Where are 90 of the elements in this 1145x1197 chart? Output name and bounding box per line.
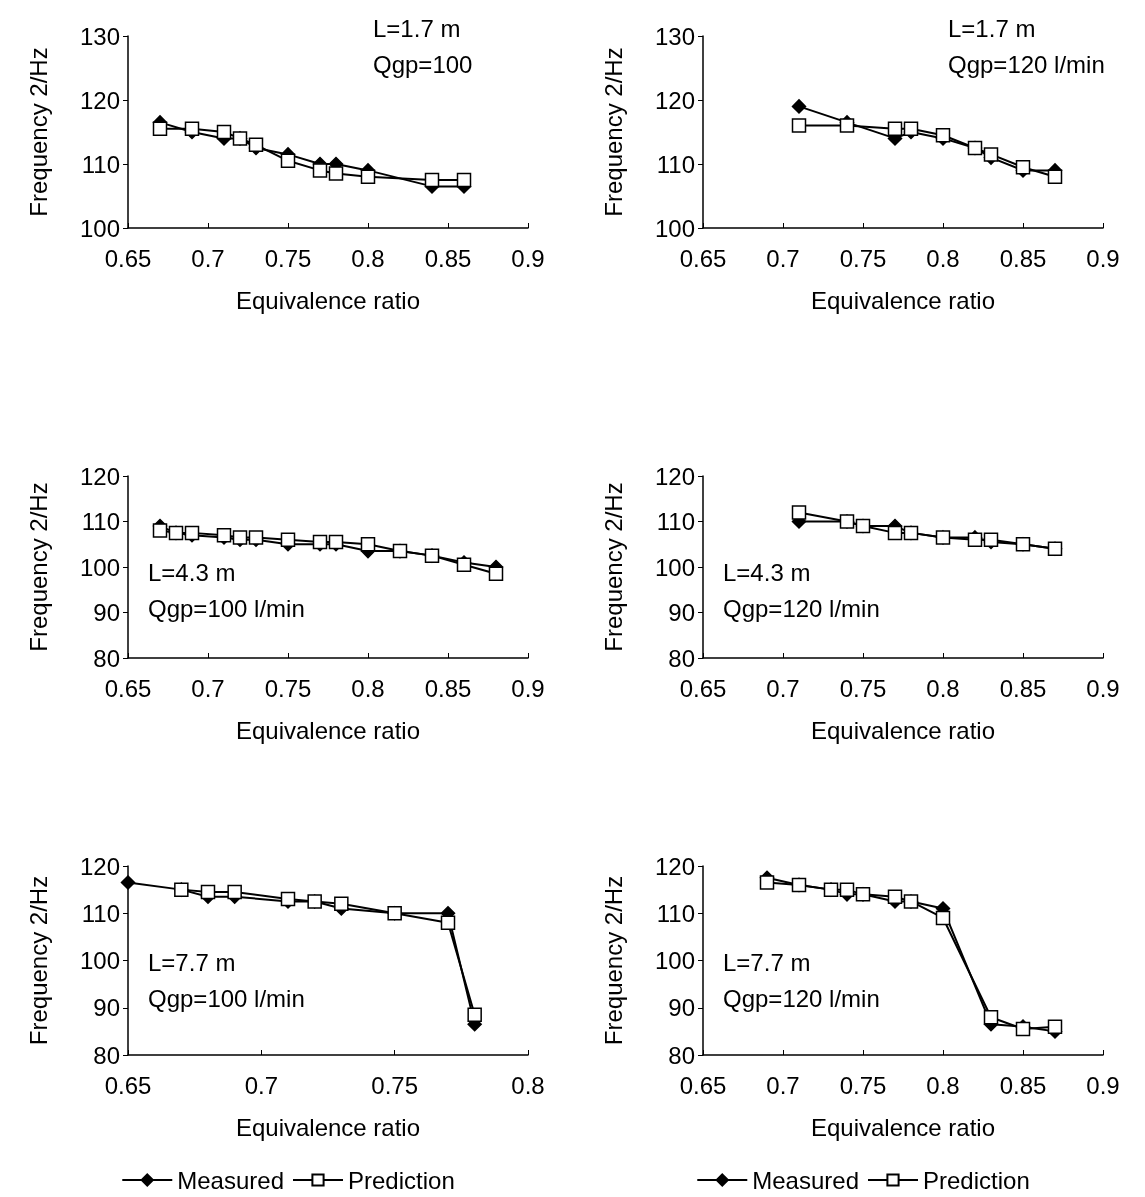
x-tick-label: 0.75 — [264, 244, 312, 272]
y-tick-label: 120 — [79, 462, 120, 490]
annotation: Qgp=120 l/min — [948, 50, 1105, 78]
y-axis-title: Frequency 2/Hz — [24, 875, 52, 1046]
y-tick-label: 110 — [656, 150, 695, 178]
annotation: L=7.7 m — [723, 948, 811, 976]
y-axis-title: Frequency 2/Hz — [599, 482, 627, 652]
x-tick-label: 0.7 — [191, 674, 225, 702]
annotation: Qgp=120 l/min — [723, 594, 880, 622]
y-axis-title: Frequency 2/Hz — [24, 482, 52, 652]
y-tick-label: 90 — [93, 994, 120, 1022]
y-tick-label: 110 — [81, 150, 120, 178]
x-tick-label: 0.65 — [679, 674, 727, 702]
y-tick-label: 120 — [654, 852, 695, 880]
y-tick-label: 100 — [654, 947, 695, 974]
x-tick-label: 0.75 — [264, 674, 312, 702]
x-tick-label: 0.75 — [371, 1071, 419, 1099]
y-tick-label: 100 — [654, 214, 695, 242]
y-tick-label: 90 — [668, 599, 695, 626]
annotation: L=7.7 m — [148, 948, 236, 976]
x-tick-label: 0.85 — [424, 244, 472, 272]
y-tick-label: 80 — [668, 1041, 695, 1069]
x-axis-title: Equivalence ratio — [810, 716, 996, 744]
x-tick-label: 0.7 — [244, 1071, 279, 1099]
x-tick-label: 0.7 — [766, 674, 800, 702]
y-tick-label: 90 — [668, 994, 695, 1022]
x-tick-label: 0.9 — [1086, 674, 1120, 702]
x-tick-label: 0.7 — [766, 1071, 800, 1099]
x-tick-label: 0.8 — [351, 674, 385, 702]
y-tick-label: 80 — [668, 644, 695, 672]
x-tick-label: 0.7 — [766, 244, 800, 272]
y-axis-title: Frequency 2/Hz — [599, 47, 627, 217]
annotation: L=1.7 m — [373, 14, 461, 42]
legend-label: Prediction — [348, 1166, 455, 1194]
y-tick-label: 120 — [79, 852, 120, 880]
y-tick-label: 120 — [654, 462, 695, 490]
y-tick-label: 90 — [93, 599, 120, 626]
x-axis-title: Equivalence ratio — [810, 286, 996, 314]
y-tick-label: 110 — [81, 508, 120, 535]
x-tick-label: 0.8 — [926, 1071, 960, 1099]
y-tick-label: 110 — [81, 899, 120, 927]
x-tick-label: 0.65 — [679, 1071, 727, 1099]
annotation: Qgp=100 l/min — [148, 984, 305, 1012]
annotation: L=1.7 m — [948, 14, 1036, 42]
x-tick-label: 0.85 — [424, 674, 472, 702]
x-tick-label: 0.8 — [926, 244, 960, 272]
x-tick-label: 0.85 — [999, 1071, 1047, 1099]
x-axis-title: Equivalence ratio — [235, 286, 421, 314]
annotation: Qgp=120 l/min — [723, 984, 880, 1012]
y-tick-label: 80 — [93, 1041, 120, 1069]
x-axis-title: Equivalence ratio — [235, 1113, 421, 1141]
y-tick-label: 100 — [79, 947, 120, 974]
x-tick-label: 0.9 — [1086, 1071, 1120, 1099]
x-tick-label: 0.8 — [926, 674, 960, 702]
x-tick-label: 0.9 — [1086, 244, 1120, 272]
x-tick-label: 0.75 — [839, 1071, 887, 1099]
x-tick-label: 0.65 — [679, 244, 727, 272]
y-tick-label: 110 — [656, 899, 695, 927]
y-tick-label: 120 — [79, 86, 120, 114]
x-tick-label: 0.9 — [511, 674, 545, 702]
y-tick-label: 130 — [654, 22, 695, 50]
x-tick-label: 0.8 — [511, 1071, 545, 1099]
x-tick-label: 0.75 — [839, 674, 887, 702]
y-tick-label: 120 — [654, 86, 695, 114]
annotation: L=4.3 m — [723, 558, 811, 586]
legend-label: Measured — [752, 1166, 860, 1194]
y-tick-label: 130 — [79, 22, 120, 50]
y-axis-title: Frequency 2/Hz — [599, 875, 627, 1046]
x-axis-title: Equivalence ratio — [810, 1113, 996, 1141]
x-tick-label: 0.85 — [999, 244, 1047, 272]
annotation: Qgp=100 l/min — [148, 594, 305, 622]
y-tick-label: 110 — [656, 508, 695, 535]
x-tick-label: 0.9 — [511, 244, 545, 272]
x-tick-label: 0.7 — [191, 244, 225, 272]
x-tick-label: 0.65 — [104, 674, 152, 702]
annotation: L=4.3 m — [148, 558, 236, 586]
legend-label: Prediction — [923, 1166, 1030, 1194]
y-tick-label: 80 — [93, 644, 120, 672]
y-tick-label: 100 — [79, 553, 120, 581]
y-tick-label: 100 — [79, 214, 120, 242]
annotation: Qgp=100 — [373, 50, 473, 78]
legend-label: Measured — [177, 1166, 285, 1194]
x-tick-label: 0.65 — [104, 1071, 152, 1099]
y-axis-title: Frequency 2/Hz — [24, 47, 52, 217]
x-axis-title: Equivalence ratio — [235, 716, 421, 744]
x-tick-label: 0.85 — [999, 674, 1047, 702]
x-tick-label: 0.8 — [351, 244, 385, 272]
x-tick-label: 0.65 — [104, 244, 152, 272]
x-tick-label: 0.75 — [839, 244, 887, 272]
y-tick-label: 100 — [654, 553, 695, 581]
